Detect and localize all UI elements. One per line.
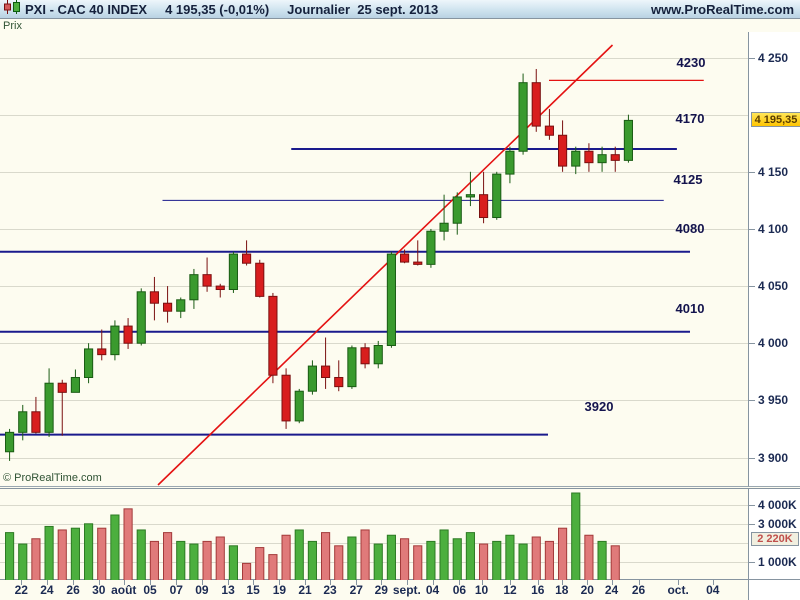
svg-text:4080: 4080: [676, 221, 705, 236]
svg-text:3920: 3920: [585, 399, 614, 414]
svg-text:4170: 4170: [676, 111, 705, 126]
svg-text:4125: 4125: [674, 172, 703, 187]
svg-text:4010: 4010: [676, 301, 705, 316]
svg-text:4230: 4230: [677, 55, 706, 70]
